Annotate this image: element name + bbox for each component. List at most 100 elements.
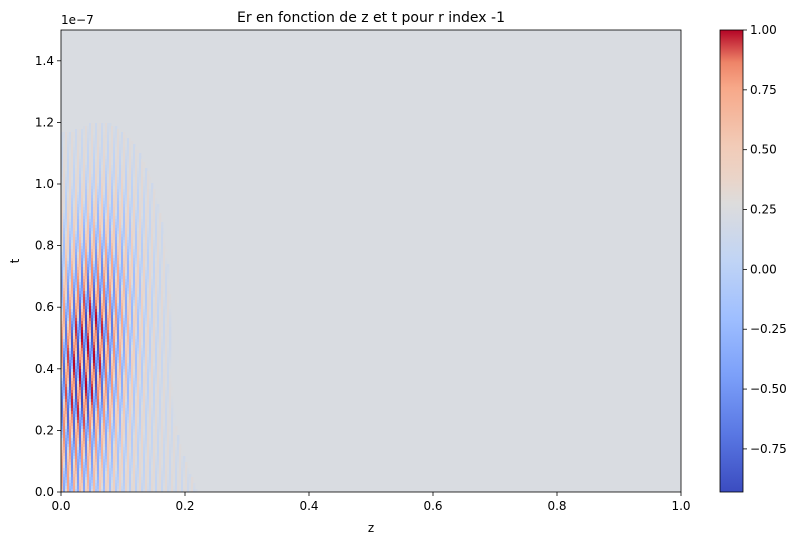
heatmap-cell	[143, 330, 146, 334]
heatmap-cell	[135, 441, 138, 445]
heatmap-cell	[121, 243, 124, 247]
heatmap-cell	[105, 426, 108, 430]
heatmap-cell	[71, 435, 74, 439]
heatmap-cell	[137, 342, 140, 346]
heatmap-cell	[123, 213, 126, 217]
heatmap-cell	[123, 456, 126, 460]
heatmap-cell	[99, 276, 102, 280]
heatmap-cell	[111, 195, 114, 199]
heatmap-cell	[77, 246, 80, 250]
heatmap-cell	[109, 435, 112, 439]
heatmap-cell	[137, 396, 140, 400]
heatmap-cell	[129, 252, 132, 256]
heatmap-cell	[75, 180, 78, 184]
heatmap-cell	[63, 489, 66, 492]
heatmap-cell	[85, 192, 88, 196]
heatmap-cell	[65, 351, 68, 355]
heatmap-cell	[123, 270, 126, 274]
heatmap-cell	[113, 237, 116, 241]
heatmap-cell	[119, 153, 122, 157]
heatmap-cell	[77, 195, 80, 199]
heatmap-cell	[87, 318, 90, 322]
heatmap-cell	[109, 141, 112, 145]
heatmap-cell	[133, 249, 136, 253]
heatmap-cell	[97, 273, 100, 277]
heatmap-cell	[81, 192, 84, 196]
heatmap-cell	[83, 282, 86, 286]
heatmap-cell	[93, 198, 96, 202]
heatmap-cell	[89, 312, 92, 316]
heatmap-cell	[105, 288, 108, 292]
heatmap-cell	[113, 180, 116, 184]
heatmap-cell	[61, 414, 64, 418]
heatmap-cell	[127, 381, 130, 385]
heatmap-cell	[121, 207, 124, 211]
heatmap-cell	[129, 156, 132, 160]
heatmap-cell	[77, 321, 80, 325]
heatmap-cell	[137, 375, 140, 379]
heatmap-cell	[71, 135, 74, 139]
heatmap-cell	[139, 480, 142, 484]
heatmap-cell	[77, 273, 80, 277]
heatmap-cell	[131, 393, 134, 397]
heatmap-cell	[91, 192, 94, 196]
heatmap-cell	[93, 204, 96, 208]
heatmap-cell	[83, 411, 86, 415]
heatmap-cell	[71, 204, 74, 208]
heatmap-cell	[95, 363, 98, 367]
heatmap-cell	[141, 435, 144, 439]
heatmap-cell	[65, 483, 68, 487]
heatmap-cell	[131, 459, 134, 463]
heatmap-cell	[87, 156, 90, 160]
heatmap-cell	[89, 144, 92, 148]
heatmap-cell	[111, 273, 114, 277]
heatmap-cell	[141, 393, 144, 397]
heatmap-cell	[93, 393, 96, 397]
heatmap-cell	[127, 219, 130, 223]
heatmap-cell	[75, 228, 78, 232]
heatmap-cell	[127, 144, 130, 148]
heatmap-cell	[123, 315, 126, 319]
heatmap-cell	[73, 423, 76, 427]
heatmap-cell	[99, 336, 102, 340]
heatmap-cell	[101, 396, 104, 400]
heatmap-cell	[63, 477, 66, 481]
heatmap-cell	[93, 183, 96, 187]
heatmap-cell	[141, 390, 144, 394]
heatmap-cell	[101, 477, 104, 481]
heatmap-cell	[109, 387, 112, 391]
heatmap-cell	[113, 429, 116, 433]
heatmap-cell	[87, 489, 90, 492]
heatmap-cell	[115, 480, 118, 484]
heatmap-cell	[61, 396, 64, 400]
heatmap-cell	[103, 369, 106, 373]
heatmap-cell	[115, 429, 118, 433]
heatmap-cell	[77, 378, 80, 382]
heatmap-cell	[133, 222, 136, 226]
heatmap-cell	[107, 321, 110, 325]
heatmap-cell	[63, 264, 66, 268]
heatmap-cell	[127, 300, 130, 304]
heatmap-cell	[119, 201, 122, 205]
heatmap-cell	[103, 378, 106, 382]
heatmap-cell	[105, 126, 108, 130]
heatmap-cell	[77, 315, 80, 319]
heatmap-cell	[89, 465, 92, 469]
heatmap-cell	[125, 306, 128, 310]
heatmap-cell	[143, 339, 146, 343]
heatmap-cell	[131, 204, 134, 208]
heatmap-cell	[111, 198, 114, 202]
heatmap-cell	[61, 285, 64, 289]
heatmap-cell	[65, 141, 68, 145]
heatmap-cell	[85, 264, 88, 268]
heatmap-cell	[119, 444, 122, 448]
heatmap-cell	[69, 363, 72, 367]
heatmap-cell	[125, 321, 128, 325]
heatmap-cell	[63, 246, 66, 250]
heatmap-cell	[109, 444, 112, 448]
heatmap-cell	[125, 267, 128, 271]
heatmap-cell	[109, 234, 112, 238]
heatmap-cell	[63, 423, 66, 427]
heatmap-cell	[113, 132, 116, 136]
heatmap-cell	[105, 459, 108, 463]
